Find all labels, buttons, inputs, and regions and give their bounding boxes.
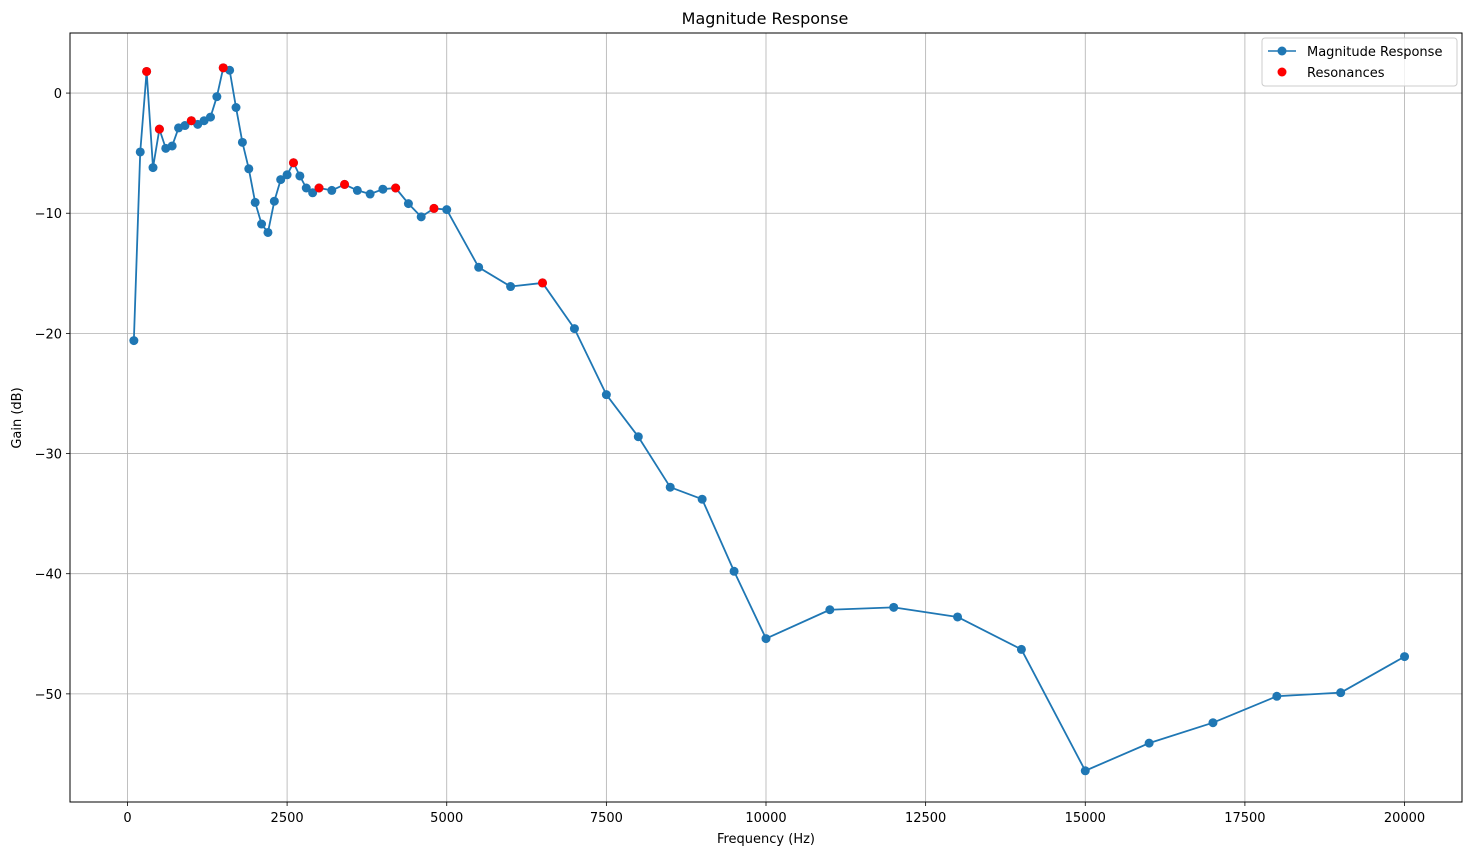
magnitude-response-point [1208, 718, 1217, 727]
resonance-point [391, 184, 400, 193]
magnitude-response-point [149, 163, 158, 172]
magnitude-response-point [263, 228, 272, 237]
magnitude-response-point [366, 190, 375, 199]
magnitude-response-point [136, 147, 145, 156]
magnitude-response-point [295, 171, 304, 180]
magnitude-response-point [889, 603, 898, 612]
y-axis-label: Gain (dB) [10, 387, 25, 448]
legend: Magnitude Response Resonances [1262, 38, 1457, 86]
magnitude-response-point [666, 483, 675, 492]
resonance-point [429, 204, 438, 213]
magnitude-response-point [442, 205, 451, 214]
x-axis-label: Frequency (Hz) [717, 832, 815, 847]
resonance-point [289, 158, 298, 167]
legend-label-magnitude: Magnitude Response [1307, 45, 1442, 60]
magnitude-response-point [1145, 739, 1154, 748]
resonance-point [219, 63, 228, 72]
magnitude-response-point [378, 185, 387, 194]
x-tick-label: 10000 [745, 811, 786, 826]
magnitude-response-point [474, 263, 483, 272]
y-tick-label: −30 [35, 448, 62, 463]
magnitude-response-point [1272, 692, 1281, 701]
magnitude-response-point [251, 198, 260, 207]
magnitude-response-point [404, 199, 413, 208]
chart-title: Magnitude Response [682, 9, 849, 28]
magnitude-response-point [238, 138, 247, 147]
x-tick-label: 2500 [271, 811, 304, 826]
legend-scatter-swatch [1278, 68, 1287, 77]
magnitude-response-point [698, 495, 707, 504]
x-tick-label: 15000 [1065, 811, 1106, 826]
magnitude-response-point [1400, 652, 1409, 661]
magnitude-response-point [212, 92, 221, 101]
y-tick-label: −20 [35, 327, 62, 342]
magnitude-response-point [634, 432, 643, 441]
magnitude-response-point [602, 390, 611, 399]
resonance-point [155, 125, 164, 134]
magnitude-response-point [327, 186, 336, 195]
magnitude-response-point [168, 141, 177, 150]
resonance-point [538, 278, 547, 287]
magnitude-response-point [353, 186, 362, 195]
resonance-point [340, 180, 349, 189]
legend-marker-swatch [1278, 47, 1287, 56]
magnitude-response-point [730, 567, 739, 576]
magnitude-response-point [762, 634, 771, 643]
magnitude-response-point [825, 605, 834, 614]
magnitude-response-point [1336, 688, 1345, 697]
magnitude-response-point [570, 324, 579, 333]
resonance-point [315, 184, 324, 193]
magnitude-response-point [270, 197, 279, 206]
x-tick-label: 0 [123, 811, 131, 826]
magnitude-response-point [244, 164, 253, 173]
magnitude-response-point [506, 282, 515, 291]
magnitude-response-point [257, 220, 266, 229]
magnitude-response-point [206, 113, 215, 122]
magnitude-response-point [1081, 766, 1090, 775]
legend-label-resonances: Resonances [1307, 66, 1385, 81]
magnitude-response-point [283, 170, 292, 179]
magnitude-response-point [417, 212, 426, 221]
magnitude-response-point [953, 612, 962, 621]
x-tick-label: 17500 [1224, 811, 1265, 826]
y-tick-label: −40 [35, 568, 62, 583]
resonance-point [142, 67, 151, 76]
y-tick-label: 0 [54, 87, 62, 102]
magnitude-response-point [232, 103, 241, 112]
x-tick-label: 12500 [905, 811, 946, 826]
magnitude-response-point [129, 336, 138, 345]
x-tick-label: 7500 [590, 811, 623, 826]
magnitude-response-point [1017, 645, 1026, 654]
resonance-point [187, 116, 196, 125]
y-tick-label: −10 [35, 207, 62, 222]
x-tick-label: 20000 [1384, 811, 1425, 826]
y-tick-label: −50 [35, 688, 62, 703]
x-tick-label: 5000 [430, 811, 463, 826]
